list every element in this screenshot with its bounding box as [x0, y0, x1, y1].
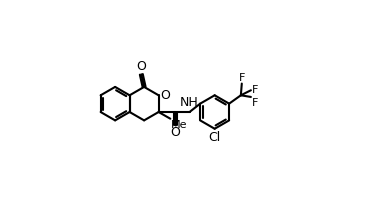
Text: Cl: Cl: [209, 131, 221, 144]
Text: F: F: [239, 73, 245, 83]
Text: O: O: [160, 89, 171, 102]
Text: F: F: [252, 98, 258, 108]
Text: O: O: [136, 60, 146, 72]
Text: F: F: [252, 85, 258, 95]
Text: Me: Me: [171, 120, 188, 130]
Text: NH: NH: [180, 96, 199, 109]
Text: O: O: [171, 127, 180, 139]
